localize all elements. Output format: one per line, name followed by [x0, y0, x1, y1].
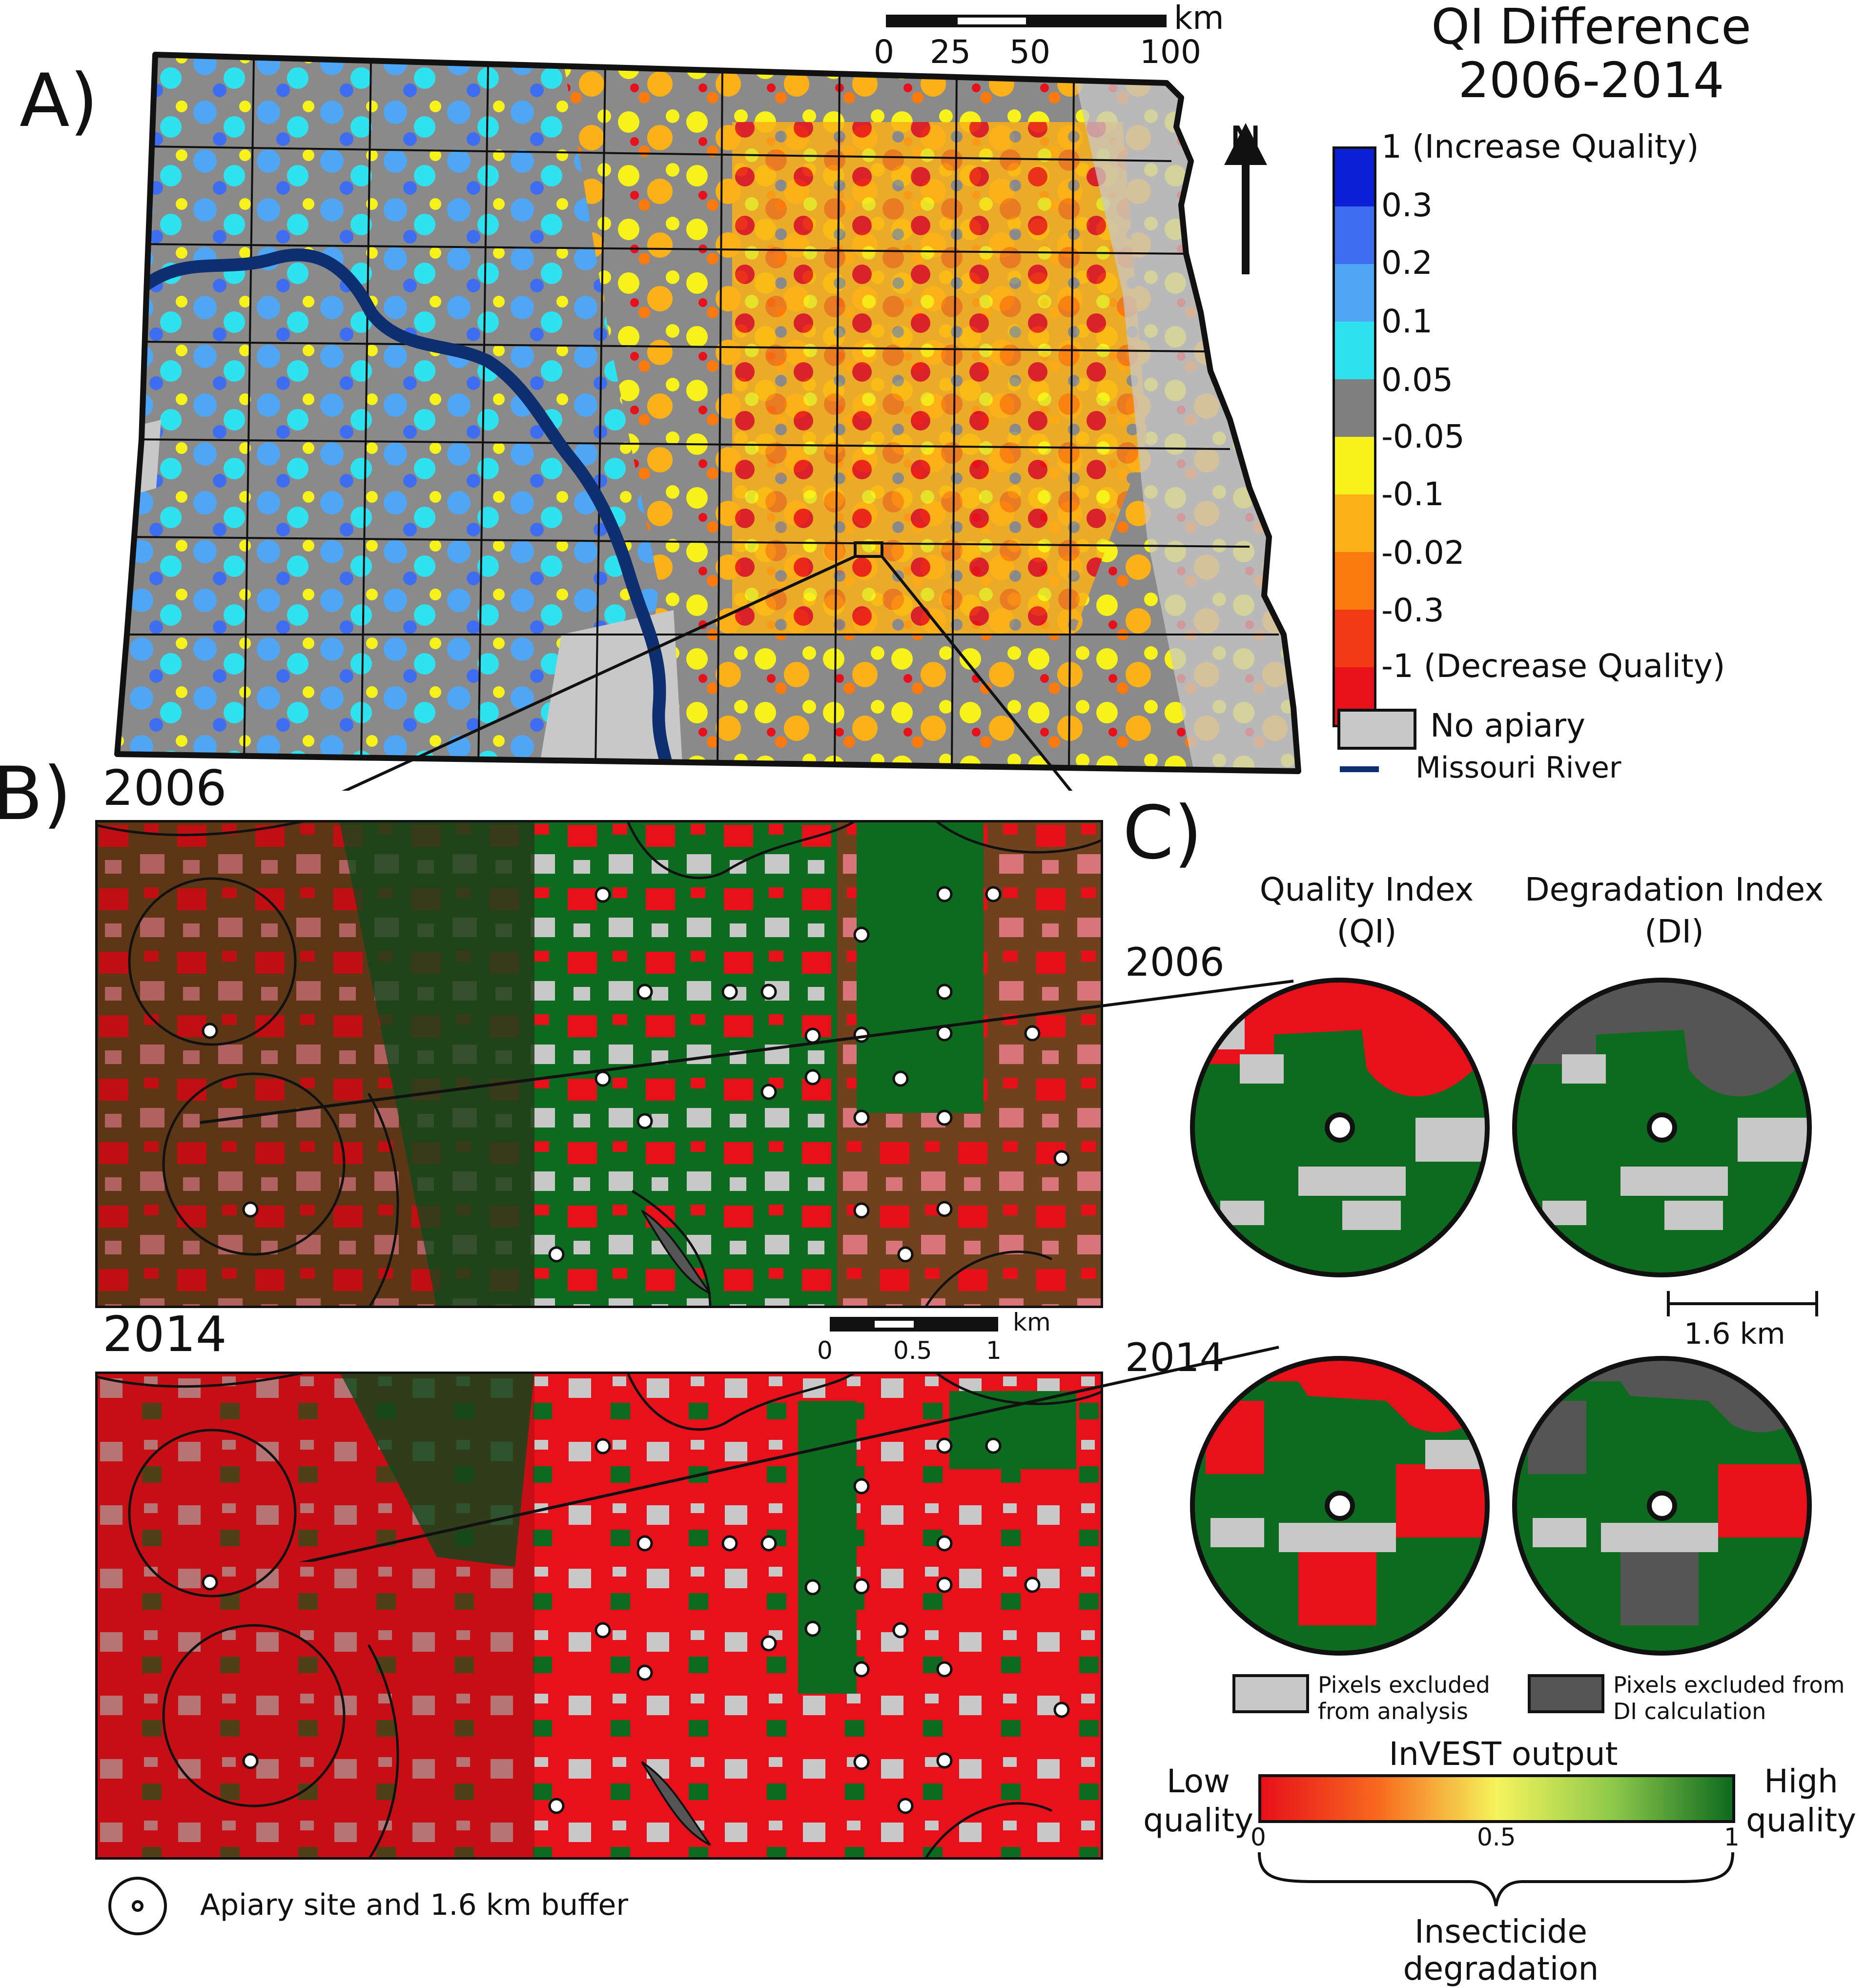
river-label: Missouri River — [1415, 751, 1621, 785]
panel-label-b: B) — [0, 752, 72, 837]
low-quality-line1: Low — [1167, 1763, 1230, 1800]
excluded-di-swatch — [1528, 1674, 1604, 1713]
qi-swatch-5 — [1335, 379, 1374, 437]
excluded-analysis-line1: Pixels excluded — [1318, 1672, 1490, 1698]
panel-c-scale-tick-right — [1815, 1291, 1818, 1316]
qi-legend-ramp — [1333, 146, 1376, 727]
qi-label-3: 0.2 — [1381, 244, 1433, 282]
insecticide-brace — [1258, 1852, 1734, 1906]
qi-swatch-6 — [1335, 437, 1374, 494]
excluded-analysis-line2: from analysis — [1318, 1698, 1468, 1724]
qi-label-4: 0.1 — [1381, 303, 1433, 340]
qi-swatch-4 — [1335, 322, 1374, 379]
panel-c-year-2014: 2014 — [1125, 1335, 1225, 1380]
qi-column-header: Quality Index (QI) — [1196, 869, 1538, 953]
map-scale-unit: km — [1174, 0, 1224, 37]
panel-b-scale-tick-1: 1 — [986, 1336, 1002, 1365]
qi-swatch-9 — [1335, 610, 1374, 667]
low-quality-line2: quality — [1143, 1802, 1253, 1839]
panel-c-scale-tick-left — [1667, 1291, 1670, 1316]
invest-tick-1: 1 — [1724, 1823, 1740, 1851]
excluded-analysis-swatch — [1232, 1674, 1309, 1713]
map-2014 — [95, 1372, 1103, 1860]
high-quality-line2: quality — [1746, 1802, 1856, 1839]
map-scale-tick-0: 0 — [874, 33, 894, 71]
insecticide-degradation-line2: degradation — [1403, 1950, 1599, 1988]
invest-tick-half: 0.5 — [1477, 1823, 1516, 1851]
map-scale-tick-100: 100 — [1140, 33, 1201, 71]
panel-label-c: C) — [1123, 791, 1203, 876]
connector-lines — [200, 980, 1294, 1562]
qi-swatch-1 — [1335, 149, 1374, 206]
river-swatch — [1340, 766, 1379, 772]
di-column-header-line1: Degradation Index — [1524, 871, 1824, 908]
panel-c-scale-bar — [1667, 1302, 1818, 1305]
apiary-legend-label: Apiary site and 1.6 km buffer — [200, 1888, 629, 1922]
qi-legend-title-line1: QI Difference — [1431, 0, 1751, 55]
no-apiary-swatch — [1337, 709, 1416, 750]
qi-swatch-2 — [1335, 206, 1374, 264]
qi-label-8: -0.02 — [1381, 534, 1465, 572]
buffer-zooms — [1190, 978, 1812, 1656]
qi-label-2: 0.3 — [1381, 186, 1433, 224]
di-column-header: Degradation Index (DI) — [1489, 869, 1860, 953]
qi-legend-title-line2: 2006-2014 — [1458, 52, 1724, 109]
qi-label-9: -0.3 — [1381, 592, 1444, 629]
panel-b-scale-unit: km — [1013, 1308, 1051, 1336]
low-quality-label: Low quality — [1142, 1762, 1254, 1840]
insecticide-degradation-line1: Insecticide — [1415, 1913, 1587, 1950]
qi-column-header-line1: Quality Index — [1259, 871, 1474, 908]
panel-b-scale-tick-half: 0.5 — [893, 1336, 932, 1365]
excluded-di-label: Pixels excluded from DI calculation — [1613, 1672, 1845, 1724]
high-quality-label: High quality — [1738, 1762, 1865, 1840]
map-scale-tick-25: 25 — [930, 33, 971, 71]
qi-legend-title: QI Difference 2006-2014 — [1318, 0, 1865, 107]
qi-column-header-line2: (QI) — [1336, 913, 1397, 950]
invest-tick-0: 0 — [1251, 1823, 1266, 1851]
panel-b-year-2014: 2014 — [103, 1306, 227, 1363]
qi-label-7: -0.1 — [1381, 475, 1444, 513]
map-scale-tick-50: 50 — [1009, 33, 1050, 71]
no-apiary-label: No apiary — [1430, 707, 1586, 744]
panel-label-a: A) — [20, 59, 99, 143]
qi-swatch-8 — [1335, 552, 1374, 610]
north-label: N — [1229, 117, 1262, 168]
di-column-header-line2: (DI) — [1644, 913, 1704, 950]
panel-b-year-2006: 2006 — [103, 759, 227, 817]
invest-colorbar — [1258, 1774, 1735, 1823]
qi-label-1: 1 (Increase Quality) — [1381, 128, 1699, 165]
panel-c-scale-label: 1.6 km — [1684, 1317, 1785, 1351]
excluded-di-line1: Pixels excluded from — [1613, 1672, 1845, 1698]
qi-swatch-7 — [1335, 494, 1374, 552]
invest-title: InVEST output — [1389, 1735, 1618, 1773]
map-2006 — [95, 820, 1103, 1308]
state-map — [114, 15, 1301, 791]
panel-b-scale-bar-gap — [875, 1321, 914, 1328]
insecticide-degradation-label: Insecticide degradation — [1357, 1913, 1645, 1988]
apiary-buffer-symbol — [108, 1877, 167, 1935]
panel-b-scale-tick-0: 0 — [817, 1336, 833, 1365]
qi-swatch-3 — [1335, 264, 1374, 322]
excluded-analysis-label: Pixels excluded from analysis — [1318, 1672, 1490, 1724]
qi-label-5: 0.05 — [1381, 361, 1453, 399]
qi-label-10: -1 (Decrease Quality) — [1381, 647, 1725, 685]
high-quality-line1: High — [1764, 1763, 1838, 1800]
apiary-site-symbol — [132, 1900, 144, 1912]
excluded-di-line2: DI calculation — [1613, 1698, 1766, 1724]
qi-label-6: -0.05 — [1381, 418, 1465, 455]
panel-b-scale-bar — [830, 1317, 998, 1332]
panel-c-year-2006: 2006 — [1125, 940, 1225, 985]
